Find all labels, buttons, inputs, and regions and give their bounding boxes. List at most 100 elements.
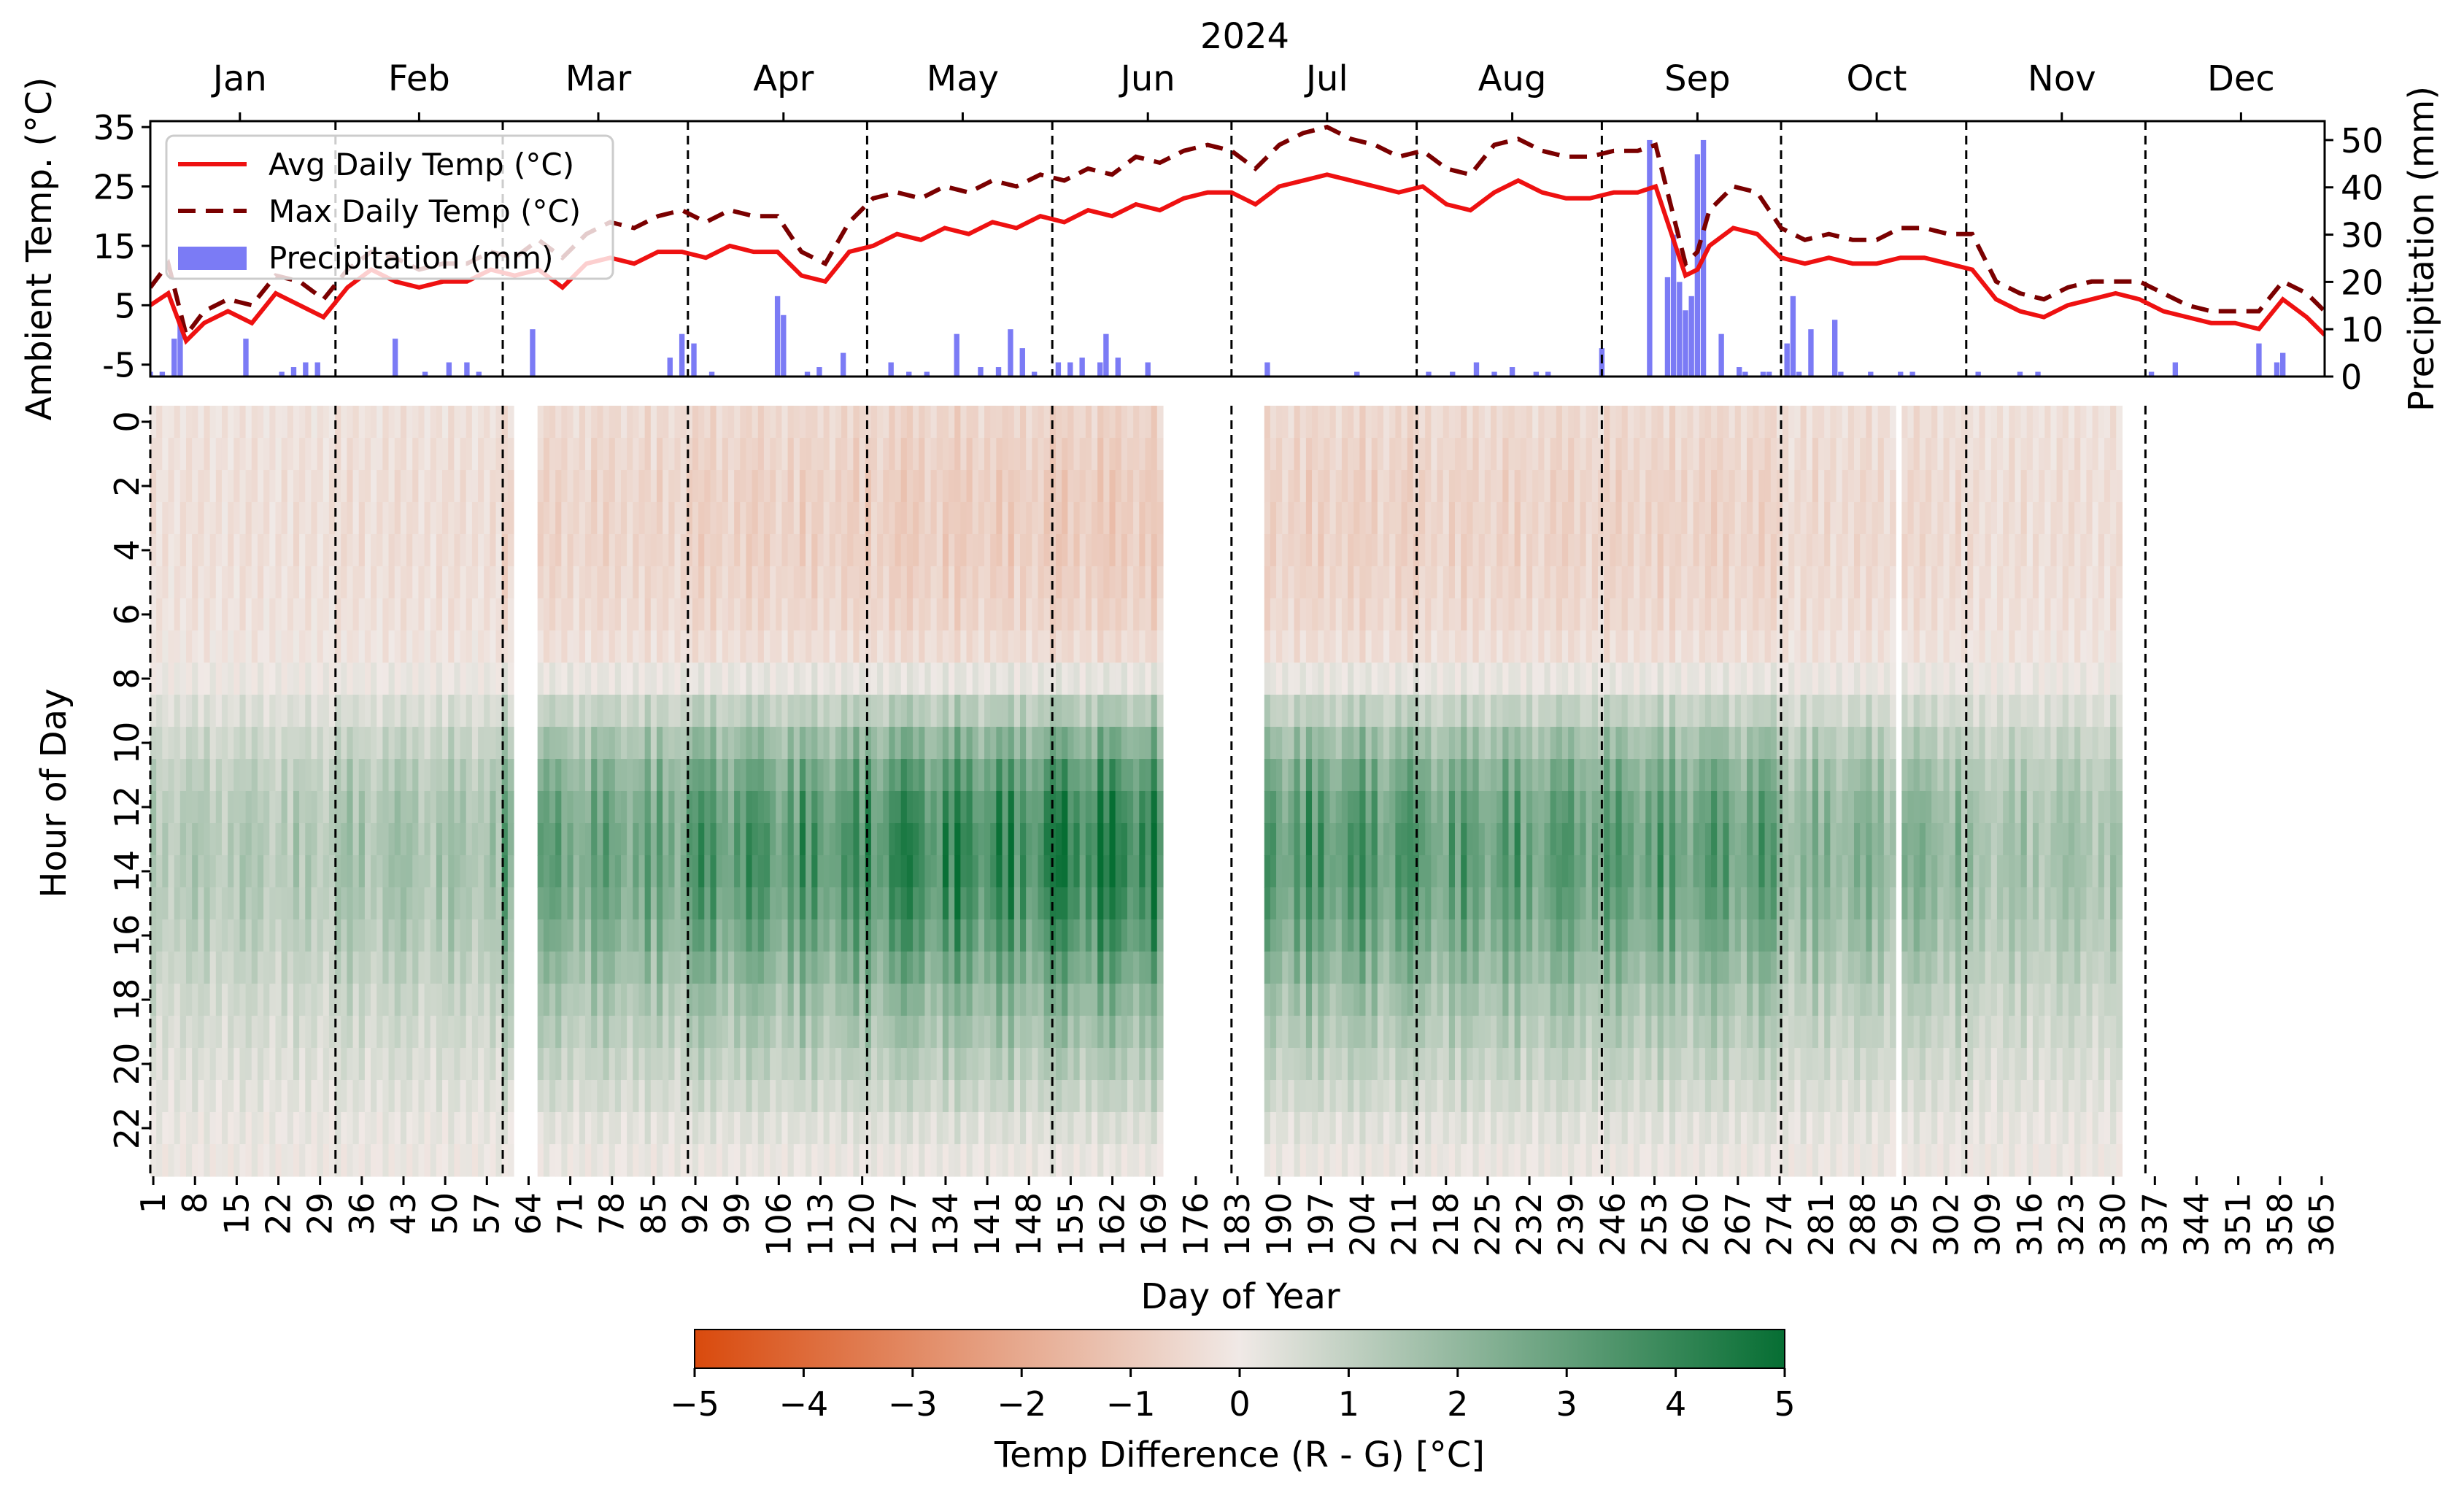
heatmap-cell — [710, 855, 717, 888]
heatmap-cell — [585, 791, 592, 824]
heatmap-cell — [1038, 630, 1045, 663]
heatmap-cell — [1062, 695, 1068, 728]
heatmap-cell — [1288, 887, 1295, 920]
heatmap-cell — [793, 952, 800, 984]
heatmap-cell — [1008, 566, 1015, 599]
heatmap-cell — [793, 727, 800, 760]
heatmap-cell — [787, 1112, 795, 1145]
heatmap-cell — [204, 887, 211, 920]
heatmap-cell — [770, 984, 776, 1016]
heatmap-cell — [806, 406, 812, 439]
heatmap-cell — [609, 887, 616, 920]
heatmap-cell — [996, 598, 1003, 631]
heatmap-cell — [478, 823, 484, 856]
heatmap-cell — [1020, 1048, 1027, 1081]
heatmap-cell — [388, 791, 395, 824]
heatmap-cell — [1145, 502, 1152, 535]
heatmap-cell — [978, 502, 985, 535]
heatmap-cell — [460, 984, 467, 1016]
heatmap-cell — [1365, 919, 1372, 952]
heatmap-cell — [1073, 759, 1081, 792]
heatmap-cell — [358, 695, 366, 728]
heatmap-cell — [1127, 1112, 1134, 1145]
heatmap-cell — [1431, 1080, 1438, 1113]
heatmap-cell — [555, 1016, 562, 1049]
heatmap-cell — [1156, 470, 1164, 503]
heatmap-cell — [680, 887, 687, 920]
heatmap-cell — [734, 823, 741, 856]
heatmap-cell — [1121, 1048, 1128, 1081]
heatmap-cell — [174, 887, 181, 920]
heatmap-cell — [644, 1144, 652, 1177]
heatmap-cell — [656, 759, 663, 792]
heatmap-cell — [1401, 470, 1408, 503]
heatmap-cell — [1437, 1112, 1444, 1145]
heatmap-cell — [1156, 727, 1164, 760]
heatmap-cell — [900, 566, 908, 599]
heatmap-cell — [692, 1144, 699, 1177]
heatmap-cell — [317, 695, 324, 728]
heatmap-cell — [1312, 438, 1318, 471]
heatmap-cell — [597, 1080, 604, 1113]
heatmap-cell — [1097, 630, 1104, 663]
heatmap-cell — [311, 1112, 318, 1145]
heatmap-cell — [1341, 630, 1348, 663]
heatmap-cell — [1085, 630, 1092, 663]
heatmap-cell — [1043, 630, 1051, 663]
heatmap-cell — [1425, 438, 1432, 471]
heatmap-cell — [168, 598, 175, 631]
heatmap-cell — [221, 663, 228, 695]
heatmap-cell — [644, 502, 652, 535]
heatmap-cell — [287, 919, 294, 952]
heatmap-cell — [1443, 887, 1450, 920]
heatmap-cell — [1097, 984, 1104, 1016]
heatmap-cell — [1383, 759, 1390, 792]
heatmap-cell — [1062, 1080, 1068, 1113]
heatmap-cell — [960, 1112, 968, 1145]
heatmap-cell — [919, 791, 925, 824]
heatmap-cell — [883, 438, 889, 471]
heatmap-cell — [1121, 952, 1128, 984]
heatmap-cell — [1443, 438, 1450, 471]
heatmap-cell — [972, 887, 979, 920]
heatmap-cell — [1419, 727, 1426, 760]
heatmap-cell — [727, 952, 735, 984]
heatmap-cell — [1115, 727, 1122, 760]
heatmap-cell — [650, 952, 657, 984]
heatmap-cell — [317, 406, 324, 439]
heatmap-cell — [1294, 1016, 1301, 1049]
heatmap-cell — [1049, 823, 1057, 856]
heatmap-cell — [388, 1144, 395, 1177]
heatmap-cell — [1335, 1048, 1343, 1081]
heatmap-cell — [537, 952, 544, 984]
heatmap-cell — [1413, 502, 1420, 535]
heatmap-cell — [1461, 534, 1467, 567]
heatmap-cell — [376, 1016, 384, 1049]
heatmap-cell — [466, 855, 473, 888]
heatmap-cell — [1085, 727, 1092, 760]
heatmap-cell — [787, 855, 795, 888]
heatmap-cell — [781, 406, 789, 439]
heatmap-cell — [1472, 695, 1480, 728]
heatmap-cell — [1383, 566, 1390, 599]
precipitation-bar — [978, 367, 984, 377]
heatmap-cell — [495, 695, 503, 728]
heatmap-cell — [1097, 566, 1104, 599]
heatmap-cell — [371, 887, 377, 920]
heatmap-cell — [663, 919, 669, 952]
heatmap-cell — [686, 534, 693, 567]
heatmap-cell — [716, 534, 723, 567]
heatmap-cell — [1032, 759, 1039, 792]
heatmap-cell — [490, 663, 497, 695]
heatmap-cell — [1085, 695, 1092, 728]
heatmap-cell — [692, 759, 699, 792]
heatmap-cell — [228, 1080, 234, 1113]
heatmap-cell — [1073, 406, 1081, 439]
heatmap-cell — [371, 1112, 377, 1145]
heatmap-cell — [770, 727, 776, 760]
heatmap-cell — [299, 1144, 306, 1177]
heatmap-cell — [299, 952, 306, 984]
heatmap-cell — [1294, 1112, 1301, 1145]
heatmap-cell — [484, 663, 490, 695]
heatmap-cell — [936, 663, 943, 695]
